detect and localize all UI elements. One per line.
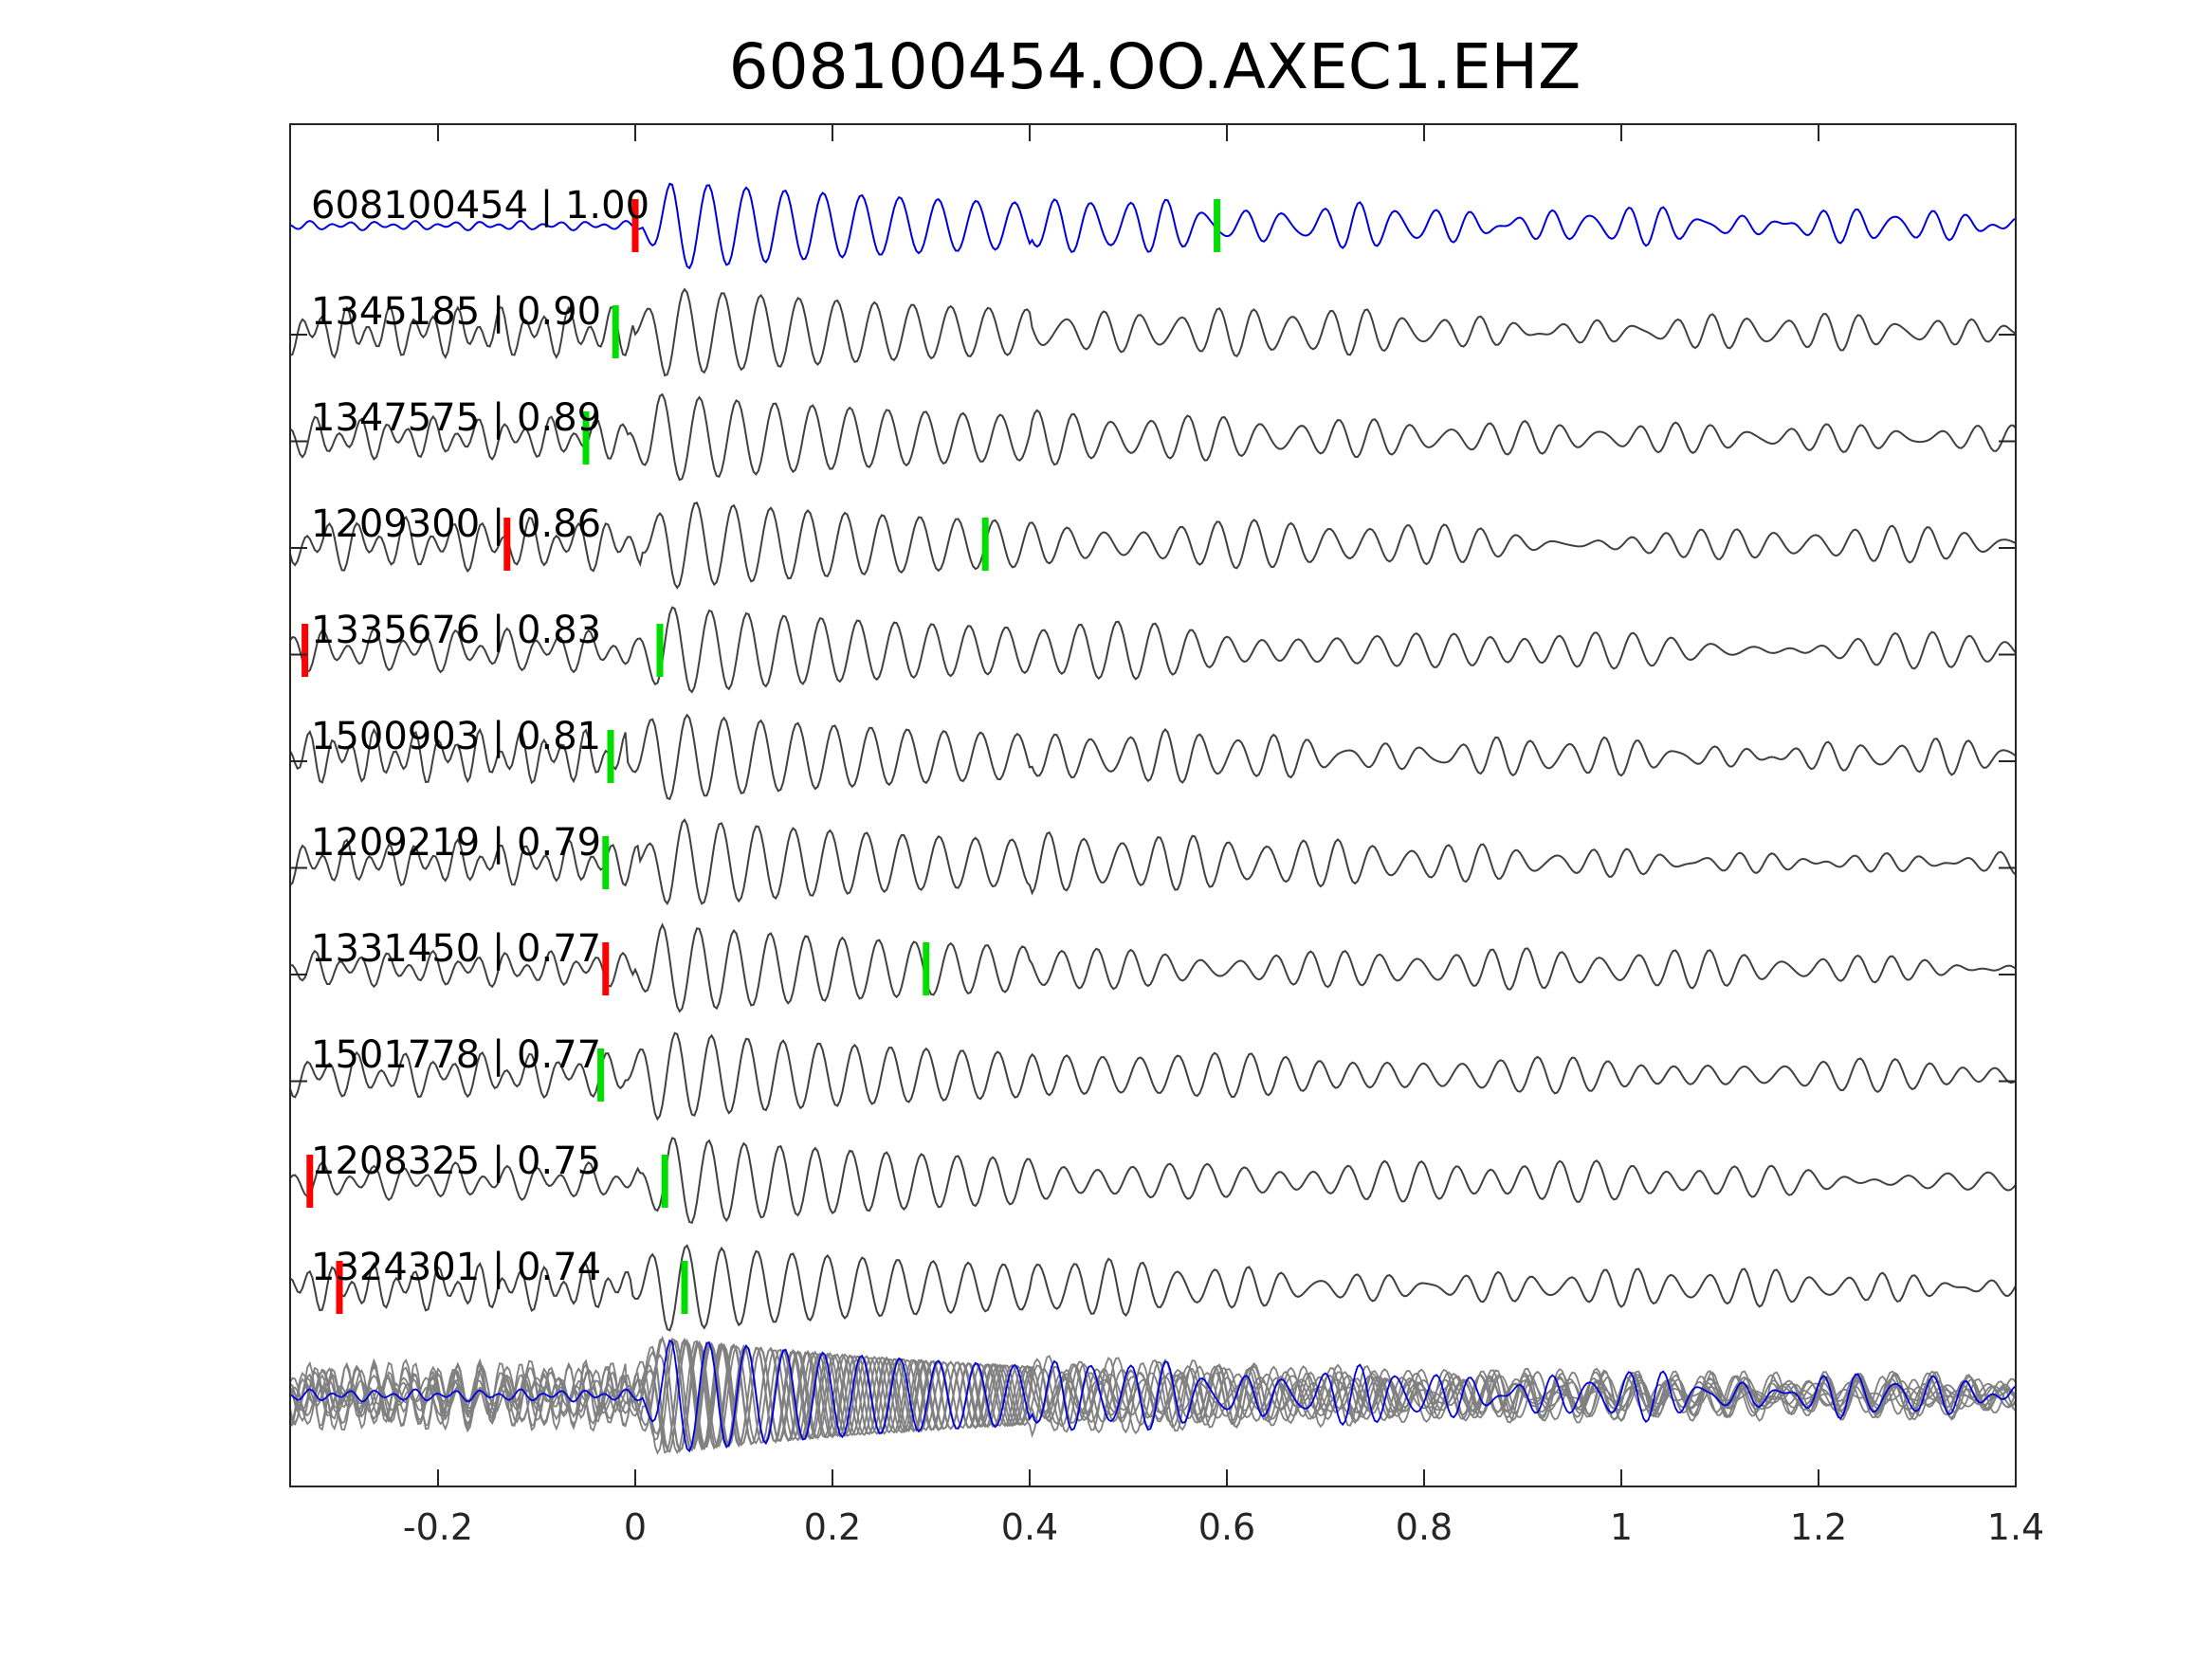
trace-line-1208325 [289,1137,2017,1225]
stack-layer [289,1335,2017,1455]
trace-label-1335676: 1335676 | 0.83 [311,609,601,652]
trace-label-1209300: 1209300 | 0.86 [311,502,601,546]
plot-area: 608100454 | 1.00 1345185 | 0.90 1347575 | … [289,182,2017,1455]
traces-layer [289,182,2017,1332]
x-tick-label: 0.8 [1396,1506,1453,1548]
trace-line-1345185 [289,287,2017,377]
x-tick-label: 0.6 [1198,1506,1255,1548]
trace-label-608100454: 608100454 | 1.00 [311,184,649,228]
trace-line-1324301 [289,1244,2017,1332]
x-tick-label: 1.2 [1790,1506,1847,1548]
stack-trace-1335676 [289,1338,2017,1452]
trace-line-1500903 [289,713,2017,801]
stack-trace-1347575 [289,1337,2017,1452]
x-tick-label: 0 [624,1506,647,1548]
trace-label-1345185: 1345185 | 0.90 [311,290,601,334]
stack-trace-1345185 [289,1338,2017,1454]
trace-line-1501778 [289,1031,2017,1121]
trace-label-1209219: 1209219 | 0.79 [311,821,601,865]
x-axis-ticks: -0.2 0 0.2 0.4 0.6 0.8 1 1.2 1.4 [403,124,2044,1548]
trace-line-1331450 [290,922,2017,1013]
x-tick-label: 0.2 [804,1506,861,1548]
trace-label-1331450: 1331450 | 0.77 [311,927,601,971]
stack-trace-608100454 [289,1339,2017,1453]
trace-label-1324301: 1324301 | 0.74 [311,1246,601,1289]
x-tick-label: -0.2 [403,1506,473,1548]
picks-layer [302,199,1221,1314]
trace-line-1209219 [289,818,2017,905]
trace-line-1347575 [289,392,2017,482]
x-tick-label: 1.4 [1987,1506,2044,1548]
y-axis-ticks [290,334,2016,1083]
trace-line-608100454 [289,182,2017,270]
labels-layer: 608100454 | 1.00 1345185 | 0.90 1347575 | … [311,184,649,1289]
trace-line-1209300 [289,501,2017,590]
x-tick-label: 0.4 [1001,1506,1058,1548]
axes-frame [289,123,2017,1487]
trace-label-1347575: 1347575 | 0.89 [311,396,601,440]
chart-title: 608100454.OO.AXEC1.EHZ [729,30,1581,103]
trace-label-1500903: 1500903 | 0.81 [311,715,601,758]
trace-label-1501778: 1501778 | 0.77 [311,1033,601,1077]
x-tick-label: 1 [1610,1506,1633,1548]
stack-trace-1209300 [289,1340,2017,1455]
axes-layer: -0.2 0 0.2 0.4 0.6 0.8 1 1.2 1.4 [289,123,2044,1548]
trace-label-1208325: 1208325 | 0.75 [311,1139,601,1183]
trace-line-1335676 [289,606,2017,694]
